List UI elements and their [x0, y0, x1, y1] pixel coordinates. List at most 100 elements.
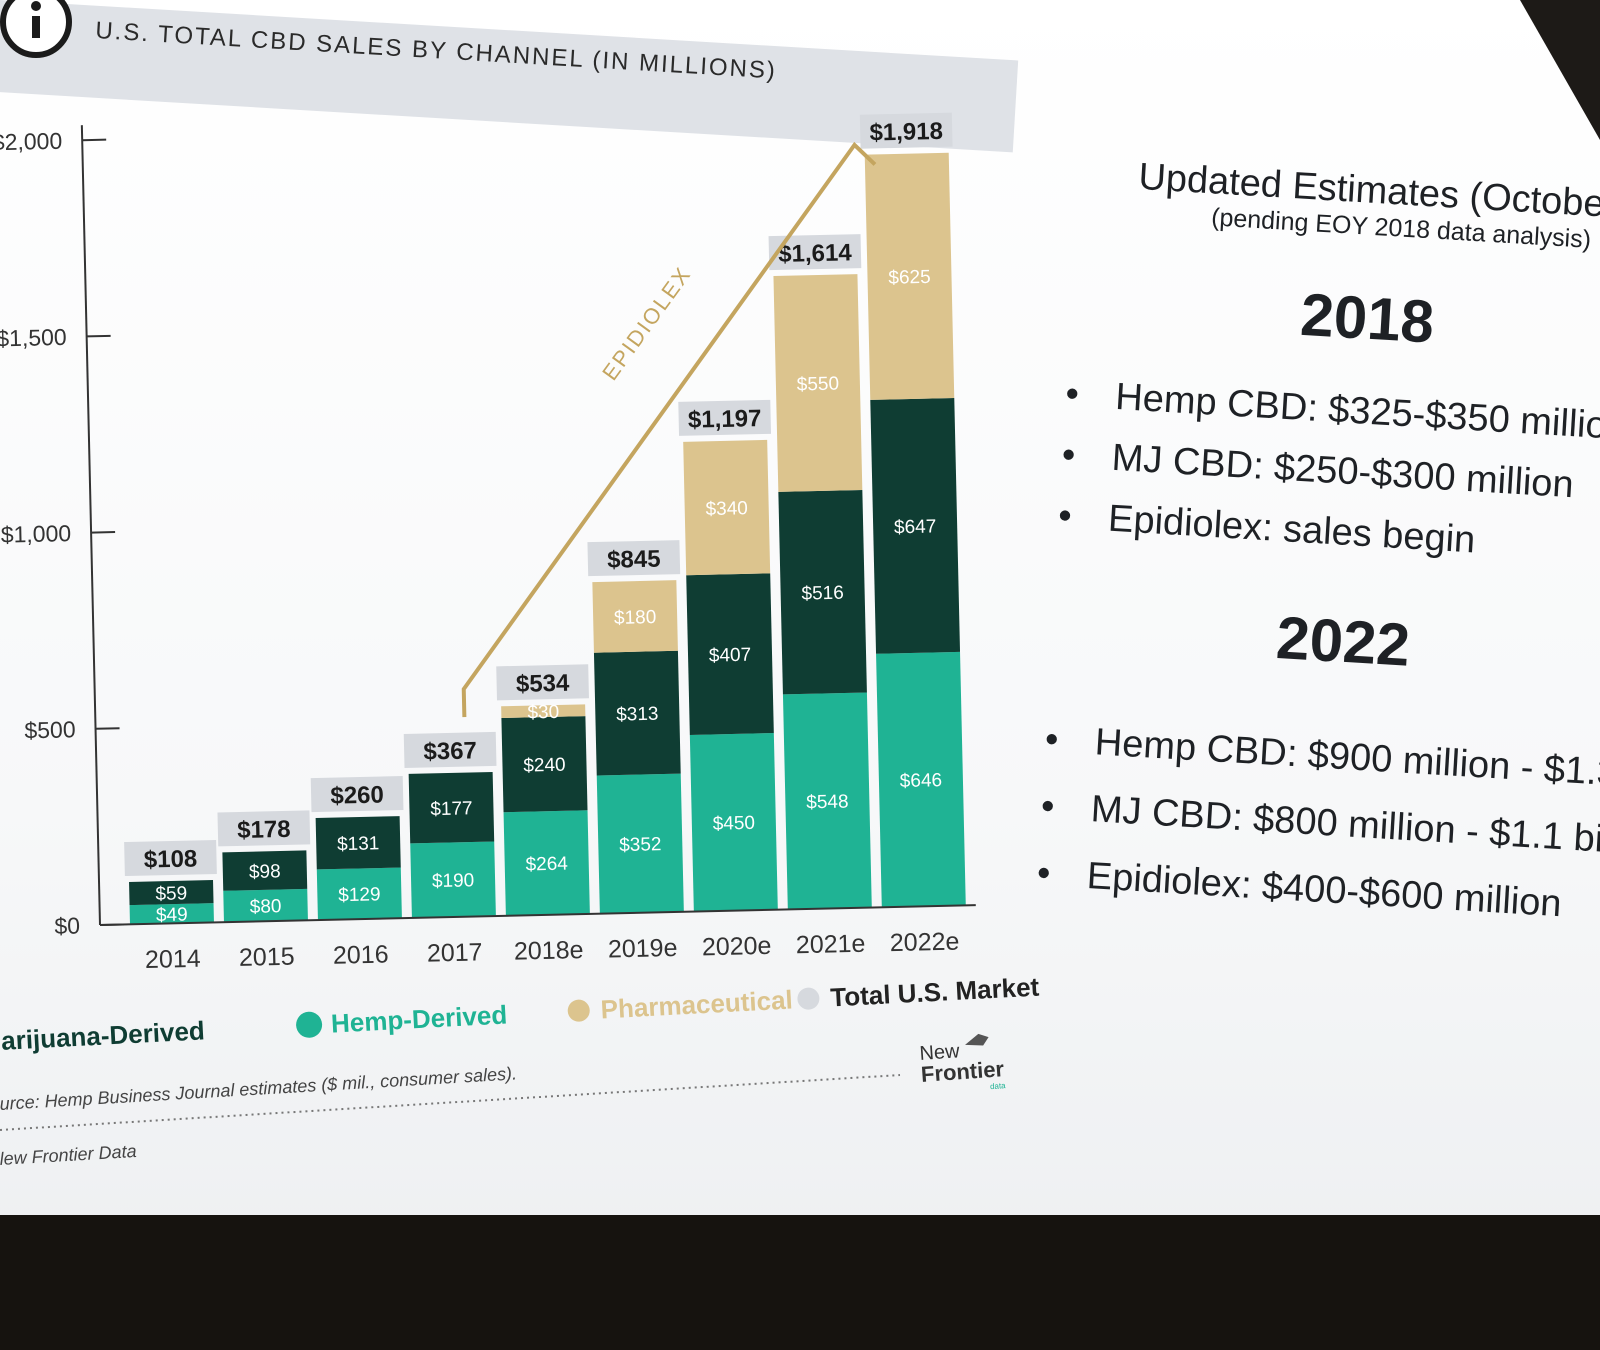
segment-value-label: $240 [523, 755, 566, 777]
total-value-label: $845 [607, 546, 661, 574]
bar-segment-hemp-derived [596, 773, 684, 914]
segment-value-label: $352 [619, 834, 662, 856]
bar-segment-hemp-derived [876, 651, 966, 908]
new-frontier-logo: New Frontier data [919, 1033, 1007, 1091]
bar-segment-hemp-derived [129, 903, 214, 925]
x-tick-label: 2022e [890, 928, 960, 958]
segment-value-label: $625 [888, 267, 931, 289]
bar-segment-pharmaceutical [773, 274, 863, 492]
total-label-box [587, 540, 681, 577]
bullet-2022-hemp: Hemp CBD: $900 million - $1.3 b [1044, 718, 1600, 796]
bar-segment-pharmaceutical [592, 580, 678, 653]
total-value-label: $260 [330, 781, 384, 809]
x-tick-label: 2015 [239, 943, 295, 972]
bar-segment-pharmaceutical [501, 704, 586, 719]
x-tick-label: 2016 [333, 940, 389, 969]
bar-segment-hemp-derived [782, 692, 872, 910]
segment-value-label: $129 [338, 884, 381, 906]
segment-value-label: $30 [527, 702, 559, 724]
svg-text:data: data [990, 1081, 1007, 1091]
bar-segment-pharmaceutical [683, 439, 771, 576]
segment-value-label: $516 [801, 583, 844, 605]
epidiolex-bracket [461, 141, 877, 718]
bullet-2018-epidiolex: Epidiolex: sales begin [1057, 495, 1600, 572]
bar-segment-hemp-derived [410, 841, 496, 918]
source-note: urce: Hemp Business Journal estimates ($… [0, 1063, 518, 1114]
y-tick [91, 531, 116, 534]
year-2022-heading: 2022 [1274, 603, 1412, 679]
x-tick-label: 2021e [796, 930, 866, 960]
x-tick-label: 2020e [702, 932, 772, 962]
y-tick-label: $1,000 [0, 520, 71, 548]
segment-value-label: $177 [430, 798, 473, 820]
bar-segment-pharmaceutical [864, 152, 955, 400]
legend-item: Hemp-Derived [296, 999, 508, 1039]
legend-item: Total U.S. Market [797, 972, 1041, 1013]
total-label-box [310, 776, 404, 813]
segment-value-label: $59 [155, 883, 187, 905]
x-tick-label: 2017 [427, 938, 483, 967]
segment-value-label: $98 [249, 861, 281, 883]
segment-value-label: $646 [900, 770, 943, 792]
y-axis-line [80, 125, 101, 926]
info-icon [0, 0, 72, 58]
bar-segment-hemp-derived [689, 733, 778, 912]
segment-value-label: $313 [616, 704, 659, 726]
segment-value-label: $49 [156, 904, 188, 926]
segment-value-label: $647 [894, 516, 937, 538]
bar-segment-marijuana-derived [778, 489, 867, 695]
y-tick-label: $0 [54, 912, 80, 939]
legend-label: Hemp-Derived [330, 999, 508, 1038]
legend-item: Marijuana-Derived [0, 1015, 205, 1057]
legend-swatch [296, 1011, 323, 1038]
legend-swatch [567, 999, 590, 1022]
credit-note: lew Frontier Data [0, 1141, 137, 1169]
total-value-label: $534 [516, 670, 571, 698]
y-tick-label: $500 [24, 716, 76, 743]
total-value-label: $1,918 [869, 118, 943, 147]
epidiolex-annotation: EPIDIOLEX [597, 262, 696, 385]
segment-value-label: $180 [614, 607, 657, 629]
bar-segment-marijuana-derived [870, 397, 961, 654]
segment-value-label: $550 [797, 374, 840, 396]
y-tick [95, 727, 120, 730]
divider-dotted [0, 1074, 901, 1131]
total-value-label: $1,197 [688, 405, 762, 434]
segment-value-label: $450 [712, 813, 755, 835]
segment-value-label: $340 [705, 498, 748, 520]
y-tick-label: $2,000 [0, 128, 62, 156]
total-label-box [859, 112, 953, 149]
y-tick [82, 138, 107, 142]
x-tick-label: 2014 [145, 945, 201, 974]
legend-label: Total U.S. Market [830, 972, 1041, 1013]
total-label-box [217, 810, 311, 847]
x-tick-label: 2018e [514, 936, 584, 966]
segment-value-label: $264 [525, 854, 568, 876]
bar-segment-hemp-derived [503, 810, 590, 916]
segment-value-label: $190 [432, 870, 475, 892]
bar-segment-marijuana-derived [129, 880, 214, 906]
title-band [0, 0, 1019, 153]
room-background [0, 1215, 1600, 1350]
total-label-box [403, 731, 497, 769]
y-tick-label: $1,500 [0, 324, 67, 352]
bullet-2022-epidiolex: Epidiolex: $400-$600 million [1036, 852, 1600, 929]
total-value-label: $1,614 [778, 239, 853, 268]
x-axis-line [99, 904, 976, 926]
bar-segment-marijuana-derived [501, 716, 588, 813]
bar-segment-marijuana-derived [222, 850, 308, 891]
legend-item: Pharmaceutical [567, 984, 793, 1024]
bullets-2022: Hemp CBD: $900 million - $1.3 b MJ CBD: … [996, 716, 1600, 929]
total-value-label: $178 [237, 816, 291, 844]
segment-value-label: $80 [250, 896, 282, 918]
x-tick-label: 2019e [608, 934, 678, 964]
bar-segment-marijuana-derived [686, 573, 774, 735]
bar-segment-hemp-derived [223, 888, 308, 923]
bar-segment-hemp-derived [316, 867, 402, 921]
svg-text:Frontier: Frontier [920, 1056, 1005, 1087]
total-value-label: $108 [144, 845, 198, 873]
svg-text:New: New [919, 1040, 961, 1065]
bullet-2022-mj: MJ CBD: $800 million - $1.1 billio [1040, 785, 1600, 863]
